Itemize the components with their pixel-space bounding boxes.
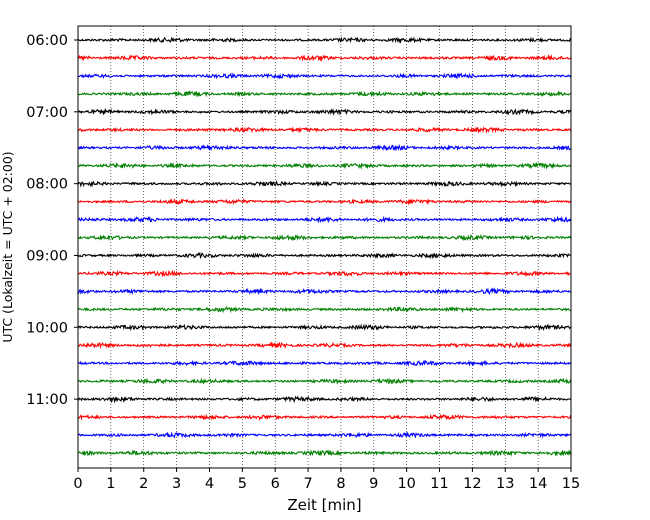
trace-line	[77, 53, 572, 62]
x-tick-label: 14	[529, 476, 547, 492]
y-tick-label: 09:00	[26, 248, 68, 264]
plot-background	[78, 26, 571, 468]
trace-line	[77, 251, 572, 260]
trace-line	[77, 395, 572, 404]
y-tick-label: 10:00	[26, 320, 68, 336]
trace-line	[77, 107, 572, 117]
y-tick-label: 08:00	[26, 177, 68, 193]
trace-line	[77, 359, 572, 367]
y-axis-label: UTC (Lokalzeit = UTC + 02:00)	[0, 151, 15, 342]
x-tick-label: 1	[106, 476, 115, 492]
traces	[77, 36, 572, 457]
y-axis: 06:00 07:00 08:00 09:00 10:00 11:00	[26, 33, 78, 408]
x-tick-label: 11	[430, 476, 448, 492]
trace-line	[77, 179, 572, 188]
trace-line	[77, 198, 572, 206]
x-tick-label: 2	[139, 476, 148, 492]
x-tick-label: 8	[336, 476, 345, 492]
x-axis-label: Zeit [min]	[287, 496, 361, 514]
trace-line	[77, 90, 572, 98]
y-tick-label: 06:00	[26, 33, 68, 49]
trace-line	[77, 72, 572, 80]
x-tick-label: 6	[271, 476, 280, 492]
plot-frame	[77, 25, 572, 469]
x-tick-label: 10	[397, 476, 415, 492]
trace-line	[77, 126, 572, 134]
trace-line	[77, 269, 572, 278]
trace-line	[78, 306, 572, 314]
trace-line	[77, 449, 572, 457]
trace-line	[77, 161, 572, 170]
trace-line	[77, 377, 572, 386]
x-axis: 0 1 2 3 4 5 6 7 8 9 10 11 12 13 14 15	[73, 468, 580, 492]
x-tick-label: 3	[172, 476, 181, 492]
y-tick-label: 07:00	[26, 105, 68, 121]
trace-line	[77, 431, 572, 439]
trace-line	[77, 215, 572, 224]
trace-line	[77, 234, 572, 242]
trace-line	[77, 144, 572, 152]
x-tick-label: 0	[73, 476, 82, 492]
trace-line	[77, 36, 572, 45]
x-tick-label: 7	[303, 476, 312, 492]
x-tick-label: 12	[463, 476, 481, 492]
trace-line	[77, 323, 572, 332]
x-tick-label: 9	[369, 476, 378, 492]
x-tick-label: 15	[562, 476, 580, 492]
trace-line	[77, 413, 572, 421]
trace-line	[77, 287, 572, 296]
y-tick-label: 11:00	[26, 392, 68, 408]
x-tick-label: 5	[238, 476, 247, 492]
trace-line	[77, 341, 572, 350]
x-tick-label: 4	[205, 476, 214, 492]
x-tick-label: 13	[496, 476, 514, 492]
